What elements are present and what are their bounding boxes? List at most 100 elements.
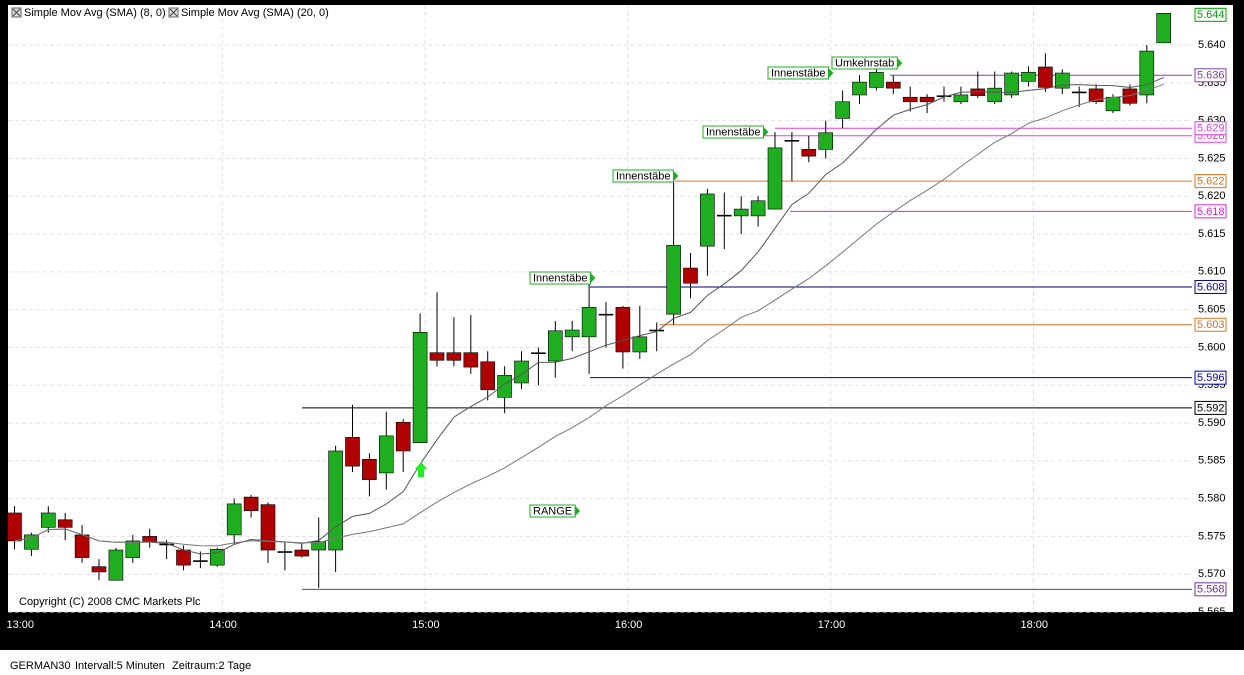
candle-body [345, 437, 360, 467]
grid [8, 5, 1192, 613]
axis: 5.5655.5705.5755.5805.5855.5905.5955.600… [7, 7, 1227, 631]
y-tick-label: 5.620 [1198, 190, 1226, 202]
candle-body [108, 549, 124, 581]
x-tick-label: 18:00 [1021, 619, 1049, 631]
levels [302, 74, 1192, 590]
level-label: 5.608 [1197, 281, 1225, 293]
candle-body [395, 421, 411, 452]
candle-body [683, 267, 698, 284]
level-label-box [1194, 204, 1227, 219]
level-label-box [1194, 317, 1227, 332]
candle-body [260, 504, 276, 551]
level-label-box [1194, 279, 1227, 294]
level-label-box [1194, 7, 1227, 22]
level-label: 5.644 [1197, 9, 1225, 21]
candle-body [1004, 72, 1019, 96]
symbol: GERMAN30 [10, 660, 71, 672]
candle-body [463, 352, 479, 368]
candle-body [193, 560, 208, 562]
candle-body [869, 71, 884, 88]
x-tick-label: 14:00 [209, 619, 237, 631]
sma-line [14, 76, 1164, 555]
y-tick-label: 5.570 [1198, 568, 1226, 580]
level-label-box [1194, 370, 1227, 385]
candle-body [514, 360, 529, 384]
signal-arrow [415, 462, 427, 477]
candle-body [210, 548, 225, 566]
annotation-label: Innenstäbe [616, 170, 670, 182]
candle-body [311, 541, 327, 551]
x-tick-label: 15:00 [412, 619, 440, 631]
level-label: 5.618 [1197, 206, 1225, 218]
level-label: 5.622 [1197, 176, 1225, 188]
annotation-label: Innenstäbe [533, 272, 587, 284]
candle-body [547, 330, 563, 362]
candle-body [125, 540, 141, 558]
y-tick-label: 5.590 [1198, 417, 1226, 429]
legend-check [169, 8, 178, 17]
legend-entry[interactable]: Simple Mov Avg (SMA) (8, 0) [24, 7, 166, 19]
candle-body [598, 313, 614, 316]
candle-body [649, 329, 665, 332]
level-label: 5.636 [1197, 70, 1225, 82]
legend-entry[interactable]: Simple Mov Avg (SMA) (20, 0) [181, 7, 329, 19]
candle-body [446, 352, 462, 361]
annotation-pointer [897, 58, 903, 68]
level-label: 5.568 [1197, 584, 1225, 596]
candle-body [1139, 50, 1155, 96]
annotation-label: Innenstäbe [771, 67, 825, 79]
candle-body [531, 352, 546, 355]
candle-body [784, 140, 800, 142]
x-tick-label: 17:00 [818, 619, 846, 631]
candle-body [733, 208, 749, 217]
annotation-label: Umkehrstab [835, 57, 894, 69]
candle-body [632, 336, 648, 353]
sma-line [14, 83, 1164, 547]
y-tick-label: 5.640 [1198, 39, 1226, 51]
candle-body [40, 512, 56, 528]
candle-body [74, 534, 90, 558]
candle-body [1021, 71, 1036, 82]
candle-body [24, 534, 39, 550]
candle-body [615, 307, 631, 353]
candle-body [142, 536, 157, 542]
annotation-pointer [828, 68, 834, 78]
annotation-pointer [575, 506, 581, 516]
copyright: Copyright (C) 2008 CMC Markets Plc [19, 596, 201, 608]
y-tick-label: 5.585 [1198, 455, 1226, 467]
level-label-box [1194, 582, 1227, 597]
level-label: 5.596 [1197, 372, 1225, 384]
candle-body [700, 193, 715, 247]
candle-body [7, 512, 22, 542]
y-tick-label: 5.575 [1198, 530, 1226, 542]
y-tick-label: 5.610 [1198, 266, 1226, 278]
candle-body [1038, 66, 1053, 88]
legend: Simple Mov Avg (SMA) (8, 0) Simple Mov A… [11, 7, 329, 19]
candle-body [57, 519, 73, 528]
candle-body [480, 361, 496, 391]
candle-body [818, 132, 834, 150]
level-label-box [1194, 121, 1227, 136]
x-tick-label: 16:00 [615, 619, 643, 631]
candle-body [1071, 91, 1087, 94]
candle-body [953, 94, 969, 103]
candle-body [328, 450, 343, 551]
candle-body [429, 352, 445, 361]
y-tick-label: 5.625 [1198, 152, 1226, 164]
candle-body [767, 147, 783, 210]
candle-body [277, 551, 293, 553]
candle-body [987, 87, 1003, 103]
level-label: 5.629 [1197, 123, 1225, 135]
period: Zeitraum:2 Tage [172, 660, 251, 672]
y-tick-label: 5.580 [1198, 493, 1226, 505]
status-bar [0, 650, 1244, 675]
candle-body [243, 496, 259, 512]
annotation-pointer [590, 273, 596, 283]
level-label-box [1194, 68, 1227, 83]
annotation-label: RANGE [533, 505, 572, 517]
x-tick-label: 13:00 [7, 619, 35, 631]
candle-body [1088, 88, 1104, 103]
candle-body [835, 101, 850, 119]
annotations: Umkehrstab Innenstäbe Innenstäbe Innenstäbe… [529, 56, 903, 518]
y-tick-label: 5.600 [1198, 341, 1226, 353]
